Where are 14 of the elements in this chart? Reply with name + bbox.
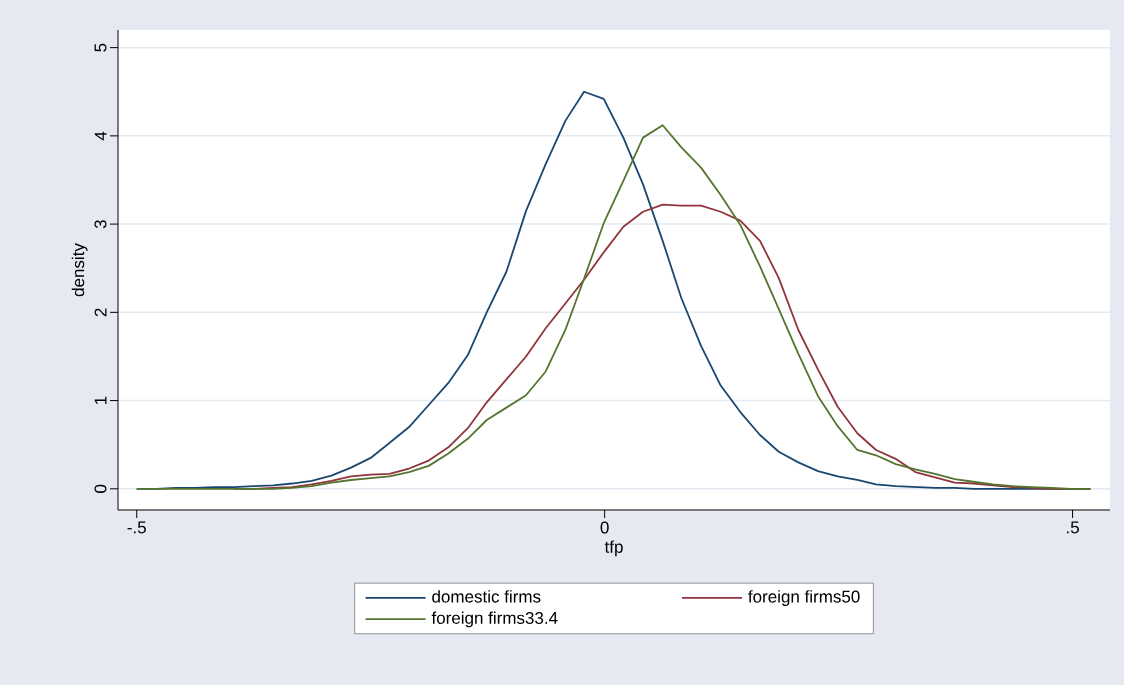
y-tick-label: 1: [94, 396, 107, 404]
legend-label: domestic firms: [432, 590, 541, 603]
legend-label: foreign firms33.4: [431, 611, 558, 628]
x-axis-title: tfp: [604, 540, 623, 557]
y-tick-label: 0: [94, 484, 107, 493]
x-tick-label: 0: [600, 521, 609, 534]
y-tick-label: 2: [94, 308, 107, 317]
y-axis-title: density: [71, 243, 88, 297]
x-tick-label: .5: [1067, 521, 1079, 534]
legend-label: foreign firms50: [748, 590, 860, 606]
y-tick-label: 4: [94, 131, 107, 141]
x-tick-label: -.5: [127, 521, 146, 534]
y-tick-label: 5: [94, 43, 107, 52]
y-tick-label: 3: [94, 220, 107, 229]
